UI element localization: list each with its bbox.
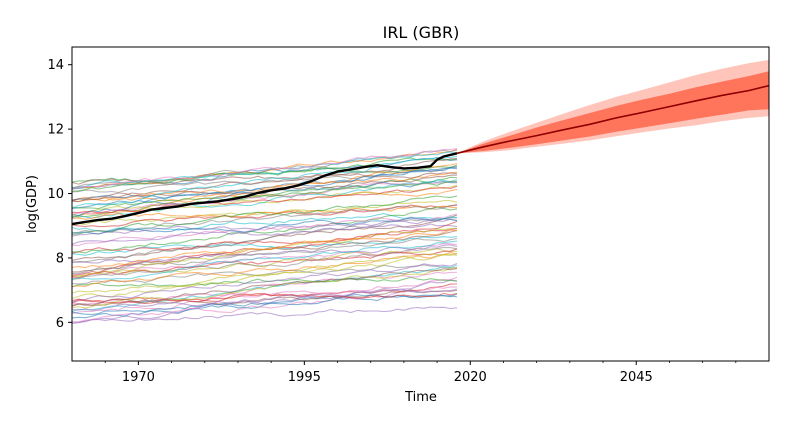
background-series-line	[71, 205, 458, 220]
x-tick-label: 1970	[122, 370, 155, 385]
background-series-line	[71, 185, 458, 214]
chart-title: IRL (GBR)	[383, 23, 460, 42]
highlight-series-line	[71, 152, 458, 226]
background-series-line	[71, 266, 458, 309]
background-series-line	[71, 195, 458, 236]
background-series-line	[71, 229, 458, 269]
forecast-median-line	[456, 84, 770, 155]
x-tick-label: 2045	[620, 370, 653, 385]
y-tick-label: 14	[47, 58, 64, 73]
background-series-line	[71, 253, 458, 300]
background-series-line	[71, 227, 458, 254]
background-series-line	[71, 248, 458, 277]
background-series-line	[71, 279, 458, 324]
background-series-line	[71, 188, 458, 203]
background-series-line	[71, 166, 458, 217]
y-tick-label: 12	[47, 123, 64, 138]
plot-frame	[71, 46, 770, 362]
background-series-line	[71, 252, 458, 294]
background-series-line	[71, 180, 458, 215]
background-series-line	[71, 240, 458, 281]
background-series-line	[71, 148, 458, 191]
background-series-line	[71, 262, 458, 303]
background-series-line	[72, 237, 458, 274]
forecast-inner-band	[457, 71, 769, 154]
y-tick-label: 10	[47, 187, 64, 202]
axes: 1970 1995 2020 2045 6 8 10 12 14	[47, 46, 770, 385]
background-series-line	[71, 292, 458, 305]
background-series-line	[72, 286, 458, 323]
background-series-group	[71, 148, 458, 324]
background-series-line	[71, 157, 458, 203]
background-series-line	[71, 268, 458, 307]
x-tick-label: 1995	[288, 370, 321, 385]
background-series-line	[71, 180, 458, 210]
background-series-line	[71, 276, 458, 288]
background-series-line	[71, 155, 458, 209]
background-series-line	[71, 217, 458, 263]
x-axis-title: Time	[404, 390, 437, 405]
background-series-line	[71, 287, 458, 311]
background-series-line	[71, 217, 458, 235]
background-series-line	[71, 246, 458, 280]
background-series-line	[71, 206, 458, 254]
y-axis-title: log(GDP)	[25, 175, 40, 233]
highlight-series-group	[71, 152, 458, 226]
background-series-line	[71, 306, 458, 323]
x-tick-label: 2020	[454, 370, 487, 385]
y-tick-label: 6	[56, 316, 64, 331]
background-series-line	[71, 213, 458, 247]
background-series-line	[71, 223, 458, 245]
y-tick-label: 8	[56, 251, 64, 266]
background-series-line	[71, 151, 458, 189]
forecast-group	[456, 59, 770, 155]
